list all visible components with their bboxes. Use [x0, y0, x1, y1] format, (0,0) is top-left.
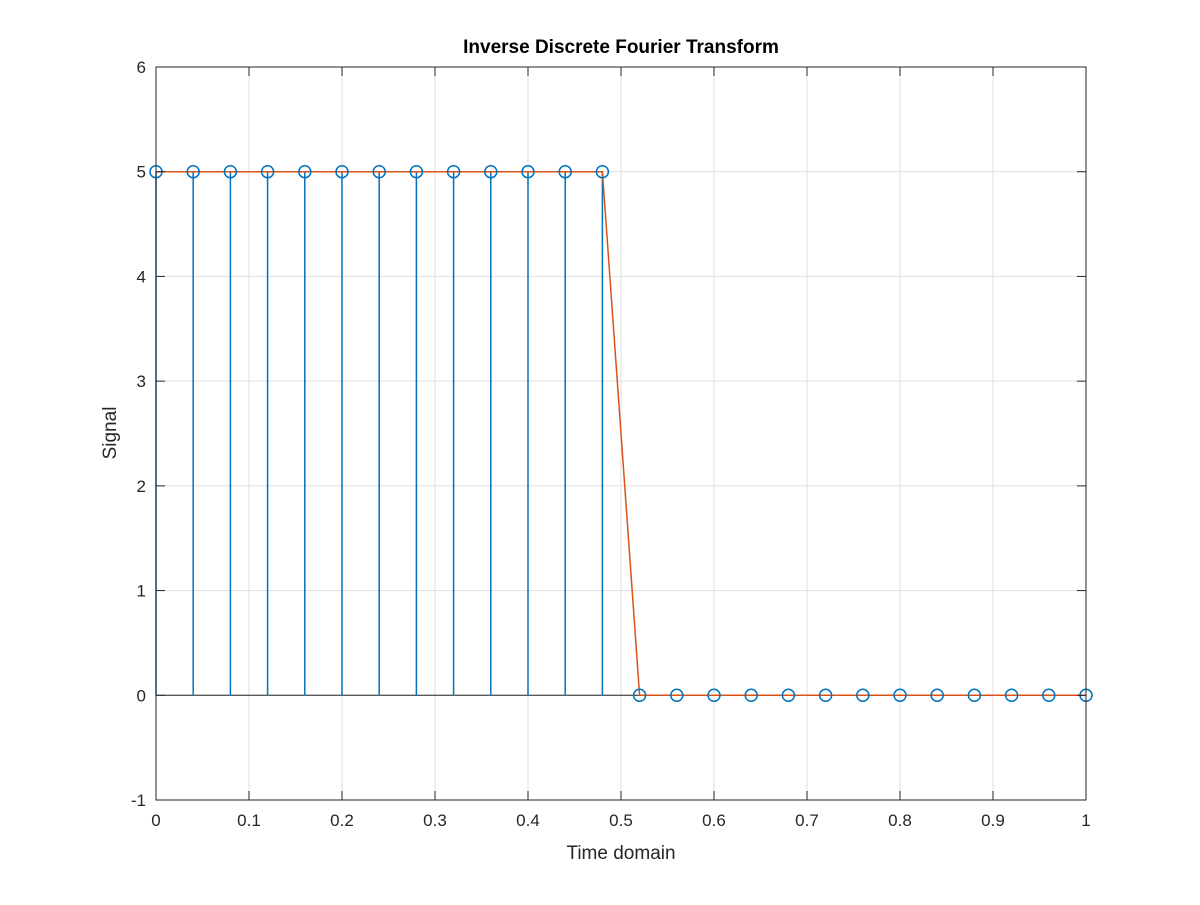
x-axis-label: Time domain [566, 843, 675, 864]
x-tick-label: 0.7 [795, 811, 819, 830]
stem-marker [186, 164, 200, 179]
y-tick-label: -1 [131, 791, 146, 810]
y-tick-labels: -1 0 1 2 3 4 5 6 [131, 58, 146, 810]
stem-marker [930, 688, 944, 703]
stem-marker [1004, 688, 1019, 703]
x-tick-label: 0.1 [237, 811, 261, 830]
x-tick-label: 0.9 [981, 811, 1005, 830]
y-tick-label: 6 [137, 58, 146, 77]
y-axis-label: Signal [100, 407, 121, 460]
x-tick-label: 1 [1081, 811, 1090, 830]
x-tick-labels: 0 0.1 0.2 0.3 0.4 0.5 0.6 0.7 0.8 0.9 1 [151, 811, 1090, 830]
x-tick-label: 0 [151, 811, 160, 830]
y-tick-label: 0 [137, 686, 146, 705]
stem-marker [781, 688, 796, 703]
stem-marker [893, 688, 907, 703]
stem-marker [521, 164, 535, 179]
stem-marker [484, 164, 498, 179]
stem-marker [335, 164, 349, 179]
stem-marker [595, 164, 610, 179]
stem-marker [670, 688, 684, 703]
y-tick-label: 1 [137, 582, 146, 601]
y-tick-label: 5 [137, 163, 146, 182]
stem-marker [1042, 688, 1056, 703]
stem-marker [446, 164, 461, 179]
stem-marker [372, 164, 386, 179]
stem-marker [744, 688, 758, 703]
y-tick-label: 4 [137, 267, 146, 286]
x-tick-label: 0.4 [516, 811, 540, 830]
x-tick-label: 0.2 [330, 811, 354, 830]
stem-marker [409, 164, 424, 179]
stem-marker [260, 164, 275, 179]
y-tick-label: 3 [137, 372, 146, 391]
chart-title: Inverse Discrete Fourier Transform [463, 37, 779, 58]
x-tick-label: 0.6 [702, 811, 726, 830]
stem-marker [298, 164, 312, 179]
x-tick-label: 0.5 [609, 811, 633, 830]
x-tick-label: 0.3 [423, 811, 447, 830]
stem-marker [558, 164, 572, 179]
x-tick-label: 0.8 [888, 811, 912, 830]
stem-marker [632, 688, 647, 703]
y-tick-label: 2 [137, 477, 146, 496]
tick-marks [155, 66, 1087, 801]
stem-marker [707, 688, 721, 703]
stem-marker [967, 688, 982, 703]
stem-marker [818, 688, 833, 703]
plot-area: 0 0.1 0.2 0.3 0.4 0.5 0.6 0.7 0.8 0.9 1 -1 0 1 2 3 4 5 6 [131, 58, 1093, 830]
stem-marker [223, 164, 238, 179]
grid [156, 67, 1086, 800]
stem-marker [856, 688, 870, 703]
